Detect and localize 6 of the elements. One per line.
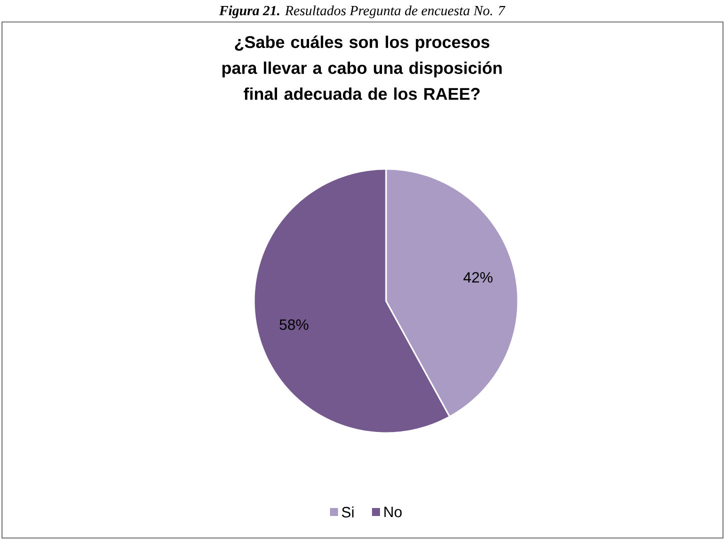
data-label: 42% — [463, 272, 492, 283]
legend-label: Si — [342, 506, 354, 518]
chart-title: ¿Sabe cuáles son los procesos para llevar a cabo una disposición final adecuada de los RAEE? — [222, 36, 502, 100]
data-label: 58% — [280, 319, 308, 330]
text: Figura 21. Resultados Pregunta de encuesta No. 7 — [219, 6, 506, 18]
legend-label: No — [384, 506, 402, 518]
